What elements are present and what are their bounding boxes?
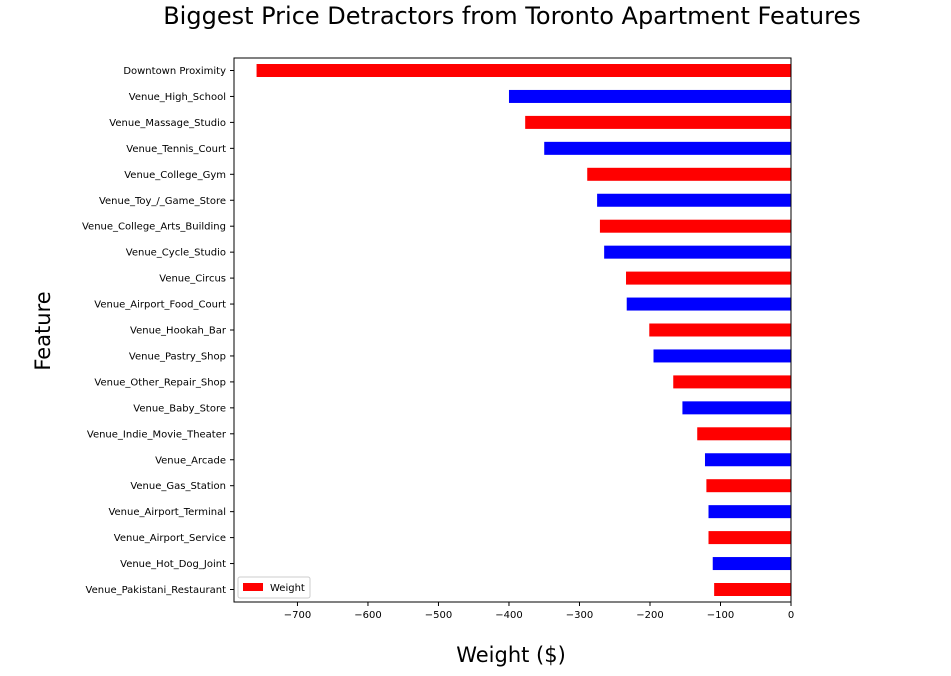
legend-box <box>237 576 311 599</box>
bar <box>597 193 791 207</box>
bar <box>525 115 791 129</box>
x-tick-label: −500 <box>425 610 452 621</box>
y-tick-label: Venue_Pakistani_Restaurant <box>86 585 227 596</box>
y-tick-label: Venue_Circus <box>159 274 226 285</box>
x-tick-label: 0 <box>788 610 794 621</box>
x-tick-label: −600 <box>354 610 381 621</box>
x-tick-label: −700 <box>284 610 311 621</box>
bar <box>708 531 791 545</box>
bar <box>604 245 791 259</box>
y-tick-label: Venue_Airport_Food_Court <box>94 300 226 311</box>
bar <box>714 583 791 596</box>
y-tick-label: Venue_High_School <box>129 92 226 103</box>
x-tick-label: −200 <box>636 610 663 621</box>
x-axis-title: Weight ($) <box>456 643 566 667</box>
bar <box>587 167 791 181</box>
bar <box>256 64 791 77</box>
y-tick-label: Venue_Gas_Station <box>130 481 226 492</box>
bar <box>508 89 791 103</box>
bar <box>626 297 791 311</box>
x-tick-label: −300 <box>566 610 593 621</box>
y-tick-label: Venue_Indie_Movie_Theater <box>87 429 227 440</box>
y-tick-label: Venue_Airport_Terminal <box>108 507 226 518</box>
y-tick-label: Venue_Tennis_Court <box>126 144 226 155</box>
legend-label: Weight <box>270 583 305 594</box>
bar <box>708 505 791 519</box>
bar <box>682 401 791 415</box>
legend: Weight <box>237 576 311 599</box>
bar <box>544 141 791 155</box>
bar <box>649 323 791 337</box>
legend-swatch <box>243 583 263 591</box>
bar <box>712 557 791 571</box>
y-tick-label: Venue_Other_Repair_Shop <box>94 377 226 388</box>
y-tick-label: Venue_Toy_/_Game_Store <box>99 196 226 207</box>
y-tick-label: Venue_Arcade <box>155 455 226 466</box>
bar <box>653 349 791 363</box>
y-tick-label: Venue_Cycle_Studio <box>126 248 226 259</box>
plot-frame <box>233 57 792 603</box>
y-tick-label: Venue_Baby_Store <box>133 403 226 414</box>
bar <box>673 375 791 389</box>
y-ticks: Downtown Proximity Venue_High_School Venue… <box>82 66 234 596</box>
x-ticks: −700 −600 −500 −400 −300 −200 −100 0 <box>284 602 794 621</box>
bar <box>706 479 791 493</box>
y-tick-label: Downtown Proximity <box>123 66 226 77</box>
bars-layer <box>256 64 791 596</box>
y-tick-label: Venue_College_Arts_Building <box>82 222 226 233</box>
y-tick-label: Venue_Pastry_Shop <box>129 351 226 362</box>
x-tick-label: −100 <box>707 610 734 621</box>
y-tick-label: Venue_Massage_Studio <box>109 118 226 129</box>
bar <box>704 453 791 467</box>
y-tick-label: Venue_Airport_Service <box>114 533 226 544</box>
y-axis-title: Feature <box>31 291 55 370</box>
bar <box>697 427 791 441</box>
y-tick-label: Venue_Hot_Dog_Joint <box>120 559 226 570</box>
bar <box>626 271 791 285</box>
chart-title: Biggest Price Detractors from Toronto Ap… <box>163 2 861 30</box>
bar <box>599 219 791 233</box>
x-tick-label: −400 <box>495 610 522 621</box>
y-tick-label: Venue_College_Gym <box>124 170 226 181</box>
y-tick-label: Venue_Hookah_Bar <box>130 326 227 337</box>
